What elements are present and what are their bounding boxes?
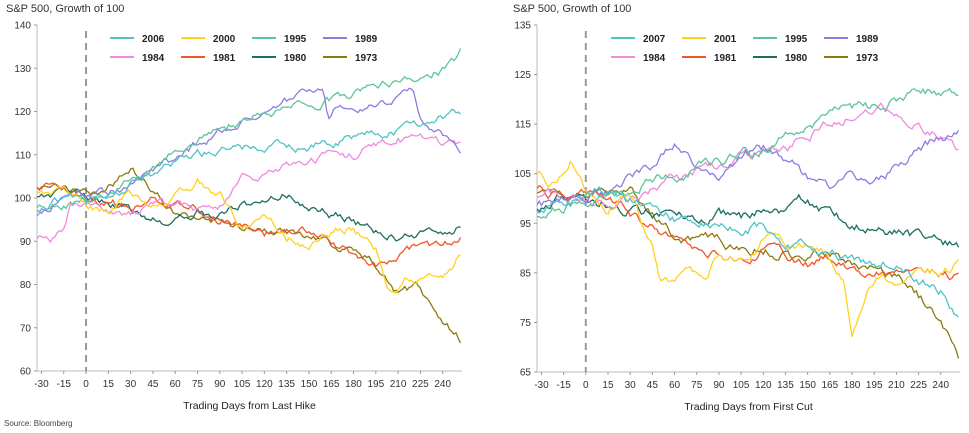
- x-tick-label: 75: [192, 379, 204, 390]
- legend-label-1984: 1984: [643, 53, 666, 64]
- y-tick-label: 125: [514, 70, 531, 81]
- y-tick-label: 65: [520, 368, 532, 379]
- x-tick-label: 210: [888, 380, 905, 391]
- x-tick-label: 165: [822, 380, 839, 391]
- x-tick-label: 45: [147, 379, 159, 390]
- x-tick-label: 15: [103, 379, 115, 390]
- series-line-2000: [37, 177, 461, 294]
- x-tick-label: 105: [234, 379, 251, 390]
- x-tick-label: 0: [83, 379, 89, 390]
- x-tick-label: 15: [602, 380, 614, 391]
- chart-title: S&P 500, Growth of 100: [6, 3, 124, 15]
- y-tick-label: 130: [14, 64, 31, 75]
- x-tick-label: 60: [170, 379, 182, 390]
- legend-label-1995: 1995: [284, 34, 307, 45]
- y-tick-label: 95: [520, 219, 532, 230]
- series-line-1995: [537, 87, 959, 219]
- series-line-1981: [537, 184, 959, 281]
- x-tick-label: 90: [713, 380, 725, 391]
- legend-label-1995: 1995: [785, 34, 808, 45]
- legend-label-2000: 2000: [213, 34, 236, 45]
- y-tick-label: 135: [514, 21, 531, 32]
- legend-label-1984: 1984: [142, 53, 165, 64]
- legend-label-2007: 2007: [643, 34, 666, 45]
- series-line-2001: [537, 160, 960, 337]
- y-tick-label: 120: [14, 107, 31, 118]
- x-tick-label: -15: [57, 379, 72, 390]
- y-tick-label: 90: [20, 237, 32, 248]
- x-tick-label: 135: [278, 379, 295, 390]
- source-note: Source: Bloomberg: [4, 419, 72, 428]
- x-tick-label: 45: [647, 380, 659, 391]
- x-tick-label: 210: [390, 379, 407, 390]
- x-tick-label: 225: [910, 380, 927, 391]
- x-tick-label: 120: [256, 379, 273, 390]
- x-tick-label: 30: [125, 379, 137, 390]
- x-tick-label: 240: [932, 380, 949, 391]
- x-tick-label: 30: [625, 380, 637, 391]
- y-tick-label: 100: [14, 194, 31, 205]
- x-tick-label: 195: [367, 379, 384, 390]
- legend-label-1973: 1973: [355, 53, 378, 64]
- legend-label-1989: 1989: [355, 34, 378, 45]
- legend-label-1981: 1981: [714, 53, 737, 64]
- y-tick-label: 105: [514, 169, 531, 180]
- y-tick-label: 75: [520, 318, 532, 329]
- series-line-1995: [37, 48, 462, 211]
- legend-label-2001: 2001: [714, 34, 737, 45]
- chart-title: S&P 500, Growth of 100: [513, 3, 631, 15]
- legend-label-1973: 1973: [856, 53, 879, 64]
- x-tick-label: 180: [345, 379, 362, 390]
- x-tick-label: 105: [733, 380, 750, 391]
- x-tick-label: -30: [34, 379, 49, 390]
- x-tick-label: 165: [323, 379, 340, 390]
- x-tick-label: 90: [214, 379, 226, 390]
- y-tick-label: 140: [14, 21, 31, 32]
- series-line-2006: [37, 108, 461, 217]
- series-line-1980: [537, 193, 960, 248]
- legend-label-2006: 2006: [142, 34, 165, 45]
- x-tick-label: 150: [799, 380, 816, 391]
- x-tick-label: 120: [755, 380, 772, 391]
- x-axis-label: Trading Days from First Cut: [684, 401, 813, 413]
- legend-label-1989: 1989: [856, 34, 879, 45]
- y-tick-label: 85: [520, 268, 532, 279]
- legend-label-1980: 1980: [785, 53, 808, 64]
- series-line-1989: [37, 87, 462, 215]
- series-line-1973: [37, 167, 462, 344]
- x-tick-label: -30: [534, 380, 549, 391]
- x-tick-label: 75: [691, 380, 703, 391]
- x-tick-label: 150: [301, 379, 318, 390]
- x-tick-label: 180: [844, 380, 861, 391]
- y-tick-label: 70: [20, 323, 32, 334]
- x-tick-label: -15: [556, 380, 571, 391]
- x-tick-label: 0: [583, 380, 589, 391]
- x-tick-label: 225: [412, 379, 429, 390]
- x-tick-label: 60: [669, 380, 681, 391]
- x-tick-label: 240: [434, 379, 451, 390]
- y-tick-label: 80: [20, 280, 32, 291]
- x-tick-label: 195: [866, 380, 883, 391]
- legend-label-1980: 1980: [284, 53, 307, 64]
- x-tick-label: 135: [777, 380, 794, 391]
- y-tick-label: 60: [20, 367, 32, 378]
- series-line-2007: [537, 185, 959, 318]
- legend-label-1981: 1981: [213, 53, 236, 64]
- y-tick-label: 110: [15, 150, 31, 161]
- y-tick-label: 115: [515, 120, 531, 131]
- x-axis-label: Trading Days from Last Hike: [183, 400, 316, 412]
